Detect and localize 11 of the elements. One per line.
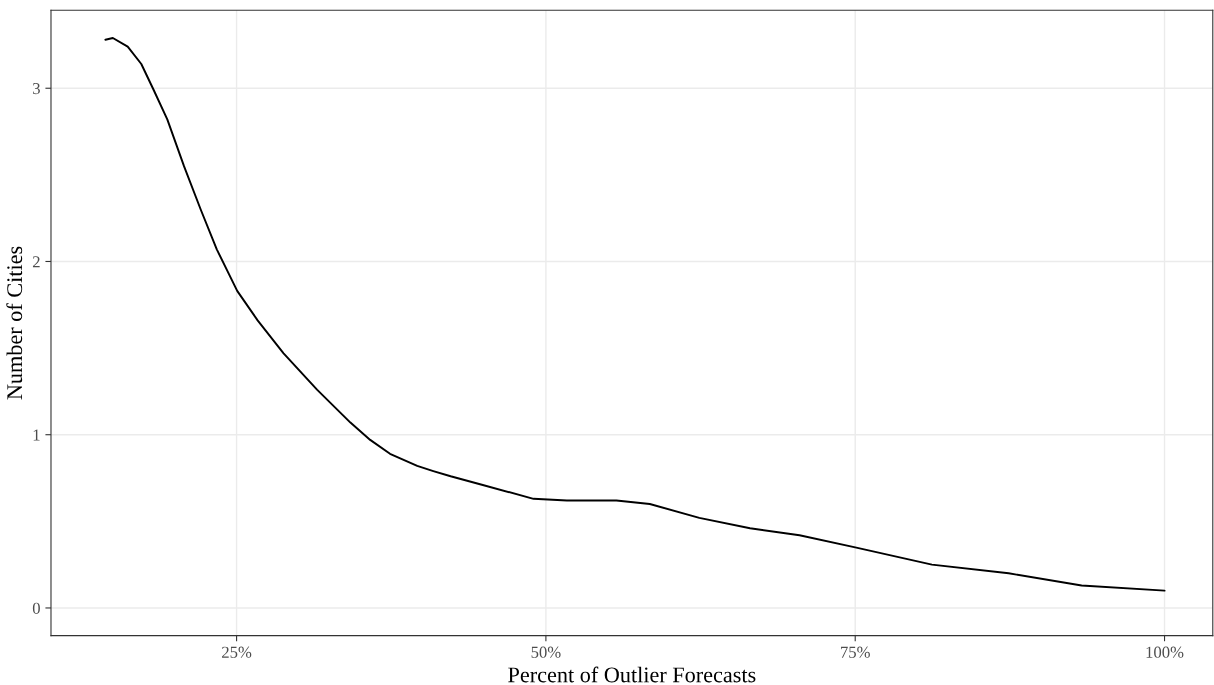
y-tick-label: 3 [33, 82, 40, 95]
line-series [104, 37, 1166, 592]
x-tick-label: 75% [841, 646, 870, 658]
y-tick-label: 2 [32, 256, 40, 268]
y-tick-label: 0 [32, 602, 40, 614]
y-tick-label: 1 [33, 429, 40, 441]
x-tick-label: 50% [531, 646, 561, 658]
x-tick-label: 25% [222, 646, 252, 658]
x-tick-label: 100% [1146, 646, 1184, 658]
x-axis-title: Percent of Outlier Forecasts [508, 666, 756, 683]
y-axis-title: Number of Cities [6, 246, 23, 400]
